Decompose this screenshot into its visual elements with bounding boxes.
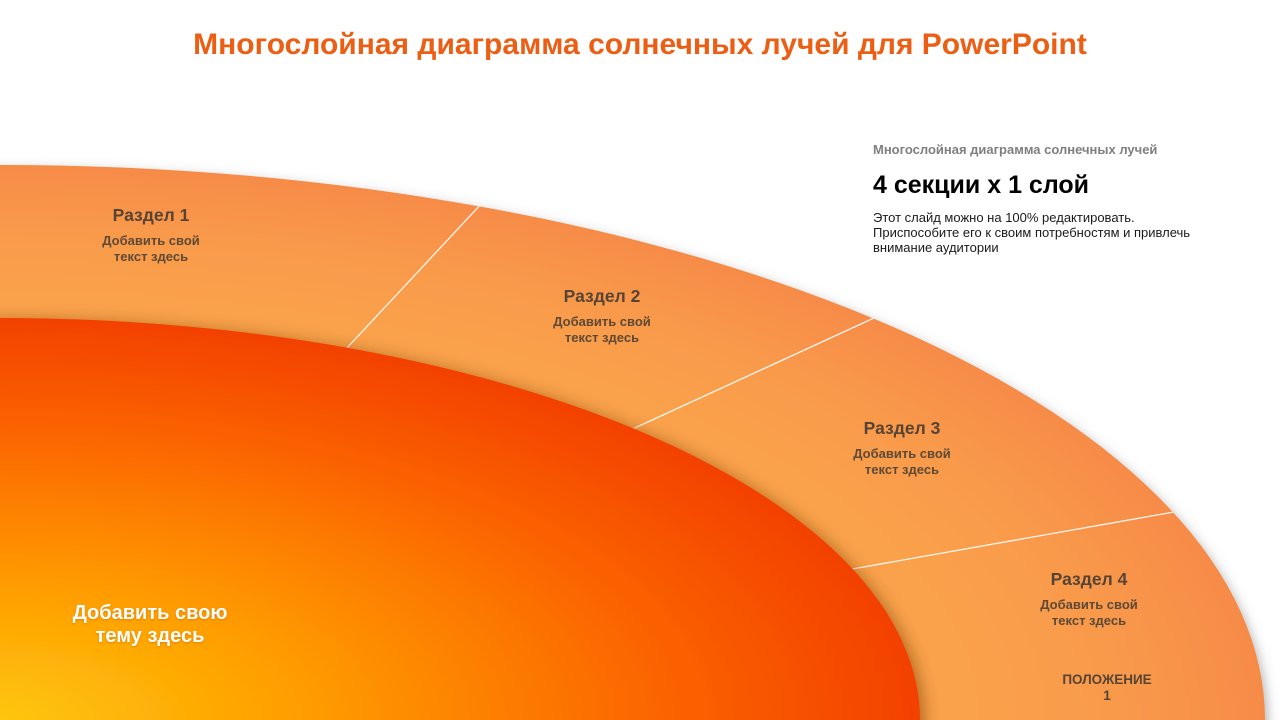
section-2-title: Раздел 2 [563, 286, 641, 306]
section-1-placeholder: Добавить свой текст здесь [102, 233, 200, 264]
info-eyebrow: Многослойная диаграмма солнечных лучей [873, 142, 1158, 157]
section-2-label: Раздел 2 Добавить свой текст здесь [548, 286, 656, 345]
position-label-text: ПОЛОЖЕНИЕ [1062, 672, 1152, 687]
slide-title: Многослойная диаграмма солнечных лучей д… [193, 28, 1087, 61]
section-4-title: Раздел 4 [1050, 569, 1128, 589]
section-1-title: Раздел 1 [112, 205, 190, 225]
section-1-label: Раздел 1 Добавить свой текст здесь [97, 205, 205, 264]
diagram-center-label: Добавить свою тему здесь [72, 602, 228, 647]
position-number: 1 [1103, 688, 1111, 704]
core-ellipse [0, 318, 920, 720]
section-2-placeholder: Добавить свой текст здесь [553, 314, 651, 345]
position-badge: ПОЛОЖЕНИЕ 1 [1062, 672, 1151, 704]
info-description: Этот слайд можно на 100% редактировать. … [873, 209, 1191, 256]
section-3-placeholder: Добавить свой текст здесь [853, 446, 951, 477]
section-3-title: Раздел 3 [863, 418, 941, 438]
section-4-label: Раздел 4 Добавить свой текст здесь [1035, 569, 1143, 628]
section-4-placeholder: Добавить свой текст здесь [1040, 597, 1138, 628]
section-3-label: Раздел 3 Добавить свой текст здесь [848, 418, 956, 477]
info-heading: 4 секции x 1 слой [873, 171, 1090, 200]
info-panel: Многослойная диаграмма солнечных лучей 4… [873, 142, 1225, 256]
